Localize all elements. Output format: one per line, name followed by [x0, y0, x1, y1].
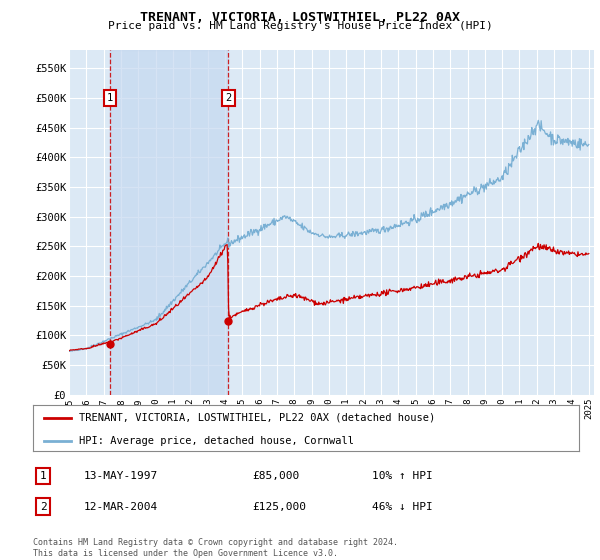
- Text: TRENANT, VICTORIA, LOSTWITHIEL, PL22 0AX (detached house): TRENANT, VICTORIA, LOSTWITHIEL, PL22 0AX…: [79, 413, 436, 423]
- Text: 1: 1: [107, 93, 113, 103]
- Bar: [110, 50, 229, 395]
- Text: HPI: Average price, detached house, Cornwall: HPI: Average price, detached house, Corn…: [79, 436, 355, 446]
- Text: 2: 2: [225, 93, 232, 103]
- Text: 12-MAR-2004: 12-MAR-2004: [84, 502, 158, 512]
- Text: 1: 1: [40, 471, 47, 481]
- Text: Price paid vs. HM Land Registry's House Price Index (HPI): Price paid vs. HM Land Registry's House …: [107, 21, 493, 31]
- Text: Contains HM Land Registry data © Crown copyright and database right 2024.
This d: Contains HM Land Registry data © Crown c…: [33, 538, 398, 558]
- Text: £85,000: £85,000: [252, 471, 299, 481]
- Text: 13-MAY-1997: 13-MAY-1997: [84, 471, 158, 481]
- Text: 2: 2: [40, 502, 47, 512]
- Text: 46% ↓ HPI: 46% ↓ HPI: [372, 502, 433, 512]
- Text: 10% ↑ HPI: 10% ↑ HPI: [372, 471, 433, 481]
- Text: TRENANT, VICTORIA, LOSTWITHIEL, PL22 0AX: TRENANT, VICTORIA, LOSTWITHIEL, PL22 0AX: [140, 11, 460, 24]
- Text: £125,000: £125,000: [252, 502, 306, 512]
